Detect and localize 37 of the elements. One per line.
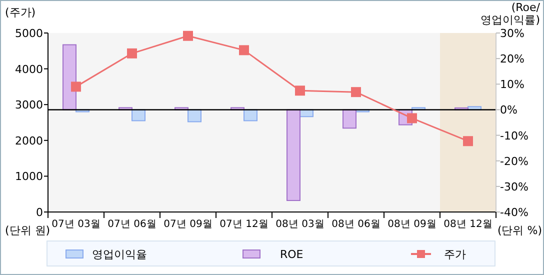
x-tick-label: 08년 03월 (276, 219, 324, 230)
y2-tick-label: 0% (500, 104, 518, 117)
y-tick-label: 3000 (15, 98, 43, 112)
point (71, 82, 81, 92)
y-tick-label: 4000 (15, 62, 43, 76)
x-tick-label: 08년 06월 (332, 219, 380, 230)
point (351, 87, 361, 98)
text: (단위 원) (5, 224, 50, 237)
y-tick-label: 1000 (15, 170, 43, 184)
y2-tick-label: -40% (500, 206, 528, 219)
x-tick-label: 08년 12월 (444, 219, 492, 230)
point (183, 30, 193, 41)
y2-tick-label: 10% (500, 78, 524, 92)
y2-tick-label: -20% (500, 154, 528, 168)
y-tick-label: 2000 (15, 134, 43, 148)
y-tick-label: 0 (36, 206, 43, 219)
y-tick-label: 5000 (15, 27, 43, 40)
legend-label: 주가 (444, 248, 466, 261)
point (295, 86, 305, 96)
legend-label: 영업이익율 (92, 248, 147, 261)
point (463, 136, 473, 146)
point (127, 48, 137, 58)
x-tick-label: 07년 03월 (52, 219, 100, 230)
legend-label: ROE (280, 248, 304, 261)
point (407, 113, 417, 124)
y2-tick-label: 20% (500, 52, 524, 66)
text: (단위 %) (497, 224, 542, 237)
x-tick-label: 07년 06월 (108, 219, 156, 230)
y2-tick-label: -10% (500, 129, 528, 142)
y-axis-title: (주가) (5, 6, 36, 19)
point (239, 45, 249, 56)
x-tick-label: 08년 09월 (388, 219, 436, 230)
x-tick-label: 07년 12월 (220, 219, 268, 230)
x-tick-label: 07년 09월 (164, 219, 212, 230)
y2-axis-title: (Roe/ 영업이익률) (480, 1, 540, 27)
y2-tick-label: 30% (500, 27, 524, 40)
y2-tick-label: -30% (500, 180, 528, 194)
